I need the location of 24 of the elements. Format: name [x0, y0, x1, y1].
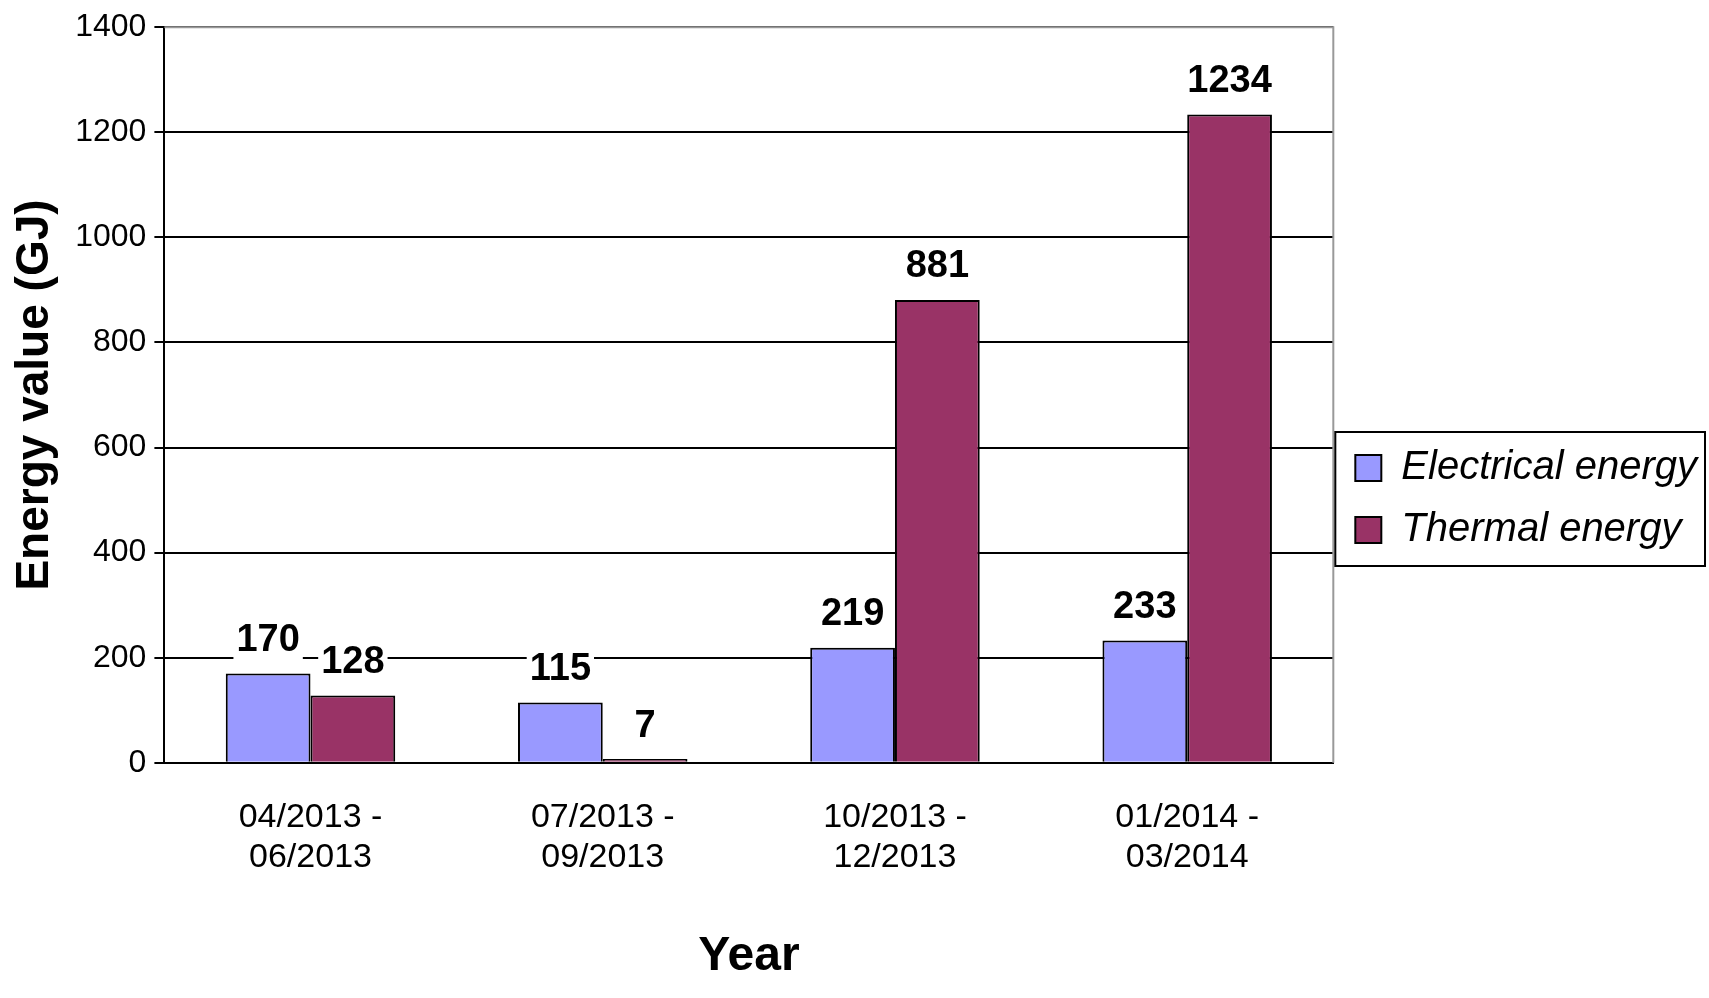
y-tick-label: 800: [93, 322, 147, 359]
y-tick-label: 1400: [75, 7, 147, 44]
legend-label: Electrical energy: [1401, 443, 1700, 488]
y-tick-label: 1200: [75, 112, 147, 149]
y-tick-label: 1000: [75, 217, 147, 254]
data-label: 881: [905, 243, 970, 286]
y-tick-label: 200: [93, 637, 147, 674]
data-label: 7: [634, 702, 656, 745]
data-label: 115: [529, 645, 592, 688]
x-tick-label: 10/2013 - 12/2013: [823, 795, 967, 875]
y-axis-title: Energy value (GJ): [6, 199, 59, 591]
data-label: 219: [820, 591, 885, 634]
data-label: 128: [321, 639, 385, 682]
x-tick-label: 04/2013 - 06/2013: [238, 795, 383, 875]
data-label: 1234: [1187, 57, 1272, 100]
y-tick-label: 600: [93, 427, 147, 464]
x-tick-label: 01/2014 - 03/2014: [1115, 795, 1260, 875]
x-tick-label: 07/2013 - 09/2013: [530, 795, 675, 875]
y-tick-label: 0: [128, 742, 147, 779]
data-label: 170: [236, 616, 300, 659]
x-axis-title: Year: [698, 927, 800, 981]
y-tick-label: 400: [93, 532, 147, 569]
legend-label: Thermal energy: [1401, 505, 1685, 550]
data-label: 233: [1113, 583, 1177, 626]
